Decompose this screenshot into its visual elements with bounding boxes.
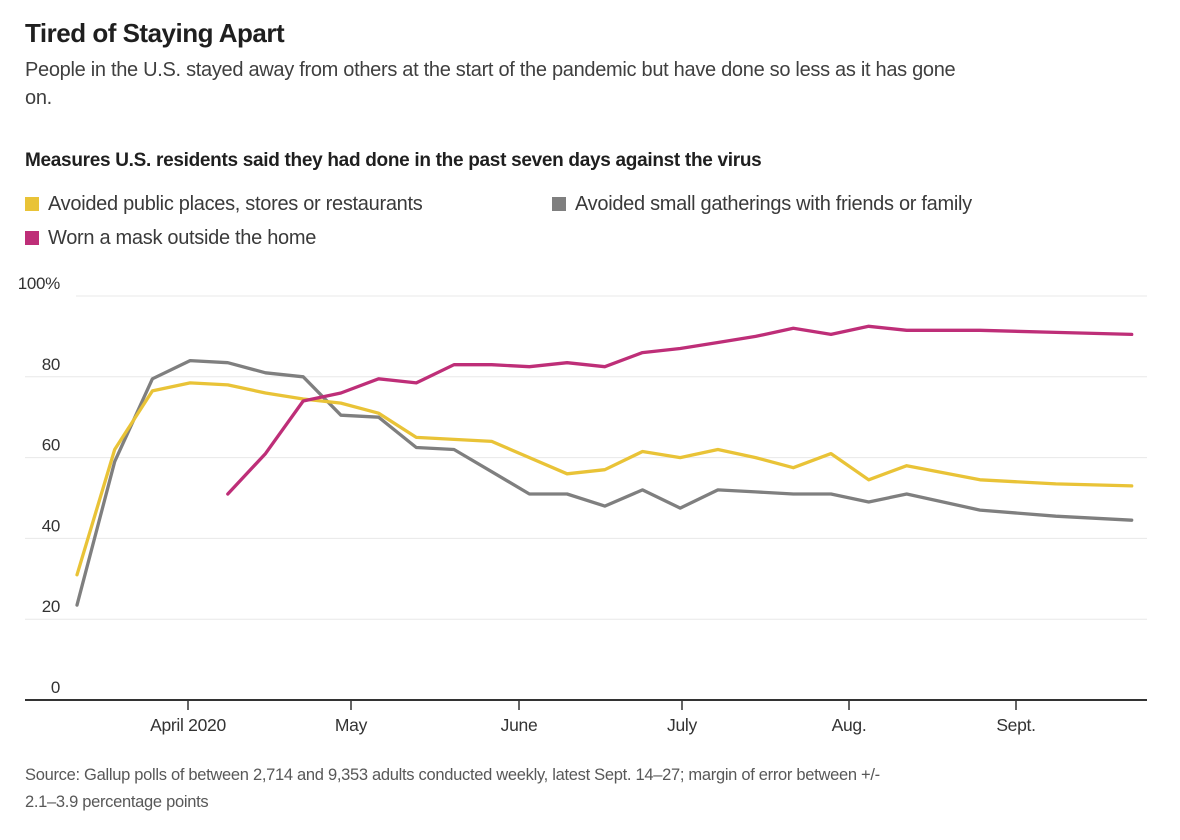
y-axis-label-60: 60 bbox=[42, 436, 60, 455]
x-axis-label-april-2020: April 2020 bbox=[150, 715, 226, 735]
legend-swatch-worn-mask bbox=[25, 231, 39, 245]
page-title: Tired of Staying Apart bbox=[25, 18, 285, 48]
x-axis-label-may: May bbox=[335, 715, 368, 735]
series-line-avoided-small-gatherings bbox=[75, 358, 1134, 607]
legend-heading: Measures U.S. residents said they had do… bbox=[25, 150, 762, 171]
subtitle-line-1: People in the U.S. stayed away from othe… bbox=[25, 59, 956, 81]
legend-label-avoided-small-gatherings: Avoided small gatherings with friends or… bbox=[575, 192, 972, 215]
legend-label-avoided-public-places: Avoided public places, stores or restaur… bbox=[48, 192, 423, 215]
source-note: Source: Gallup polls of between 2,714 an… bbox=[25, 762, 1165, 816]
legend-swatch-avoided-small-gatherings bbox=[552, 197, 566, 211]
y-axis-label-100: 100% bbox=[18, 274, 60, 293]
legend-item-worn-mask: Worn a mask outside the home bbox=[25, 226, 316, 250]
subtitle-line-2: on. bbox=[25, 87, 52, 109]
source-line-2: 2.1–3.9 percentage points bbox=[25, 793, 209, 811]
source-line-1: Source: Gallup polls of between 2,714 an… bbox=[25, 766, 880, 784]
y-axis-label-40: 40 bbox=[42, 516, 60, 535]
series-line-worn-mask bbox=[226, 324, 1134, 496]
page-subtitle: People in the U.S. stayed away from othe… bbox=[25, 56, 1155, 112]
legend-label-worn-mask: Worn a mask outside the home bbox=[48, 226, 317, 249]
x-axis-label-june: June bbox=[501, 715, 538, 735]
x-axis-label-aug-: Aug. bbox=[832, 715, 867, 735]
x-axis-label-july: July bbox=[667, 715, 697, 735]
legend-swatch-avoided-public-places bbox=[25, 197, 39, 211]
y-axis-label-20: 20 bbox=[42, 597, 60, 616]
y-axis-label-0: 0 bbox=[51, 678, 60, 697]
series-line-avoided-public-places bbox=[75, 381, 1134, 577]
legend-item-avoided-small-gatherings: Avoided small gatherings with friends or… bbox=[552, 192, 972, 216]
y-axis-label-80: 80 bbox=[42, 355, 60, 374]
legend-item-avoided-public-places: Avoided public places, stores or restaur… bbox=[25, 192, 423, 216]
x-axis-label-sept-: Sept. bbox=[996, 715, 1035, 735]
